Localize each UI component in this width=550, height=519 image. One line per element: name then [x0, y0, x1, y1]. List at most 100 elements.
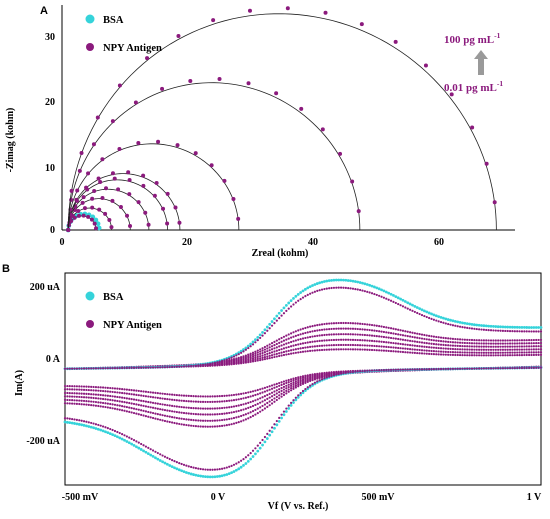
cv-point	[228, 423, 231, 426]
cv-point	[366, 334, 369, 337]
cv-point	[204, 468, 207, 471]
cv-point	[156, 418, 159, 421]
cv-point	[337, 343, 340, 347]
nyquist-point	[188, 78, 193, 83]
cv-point	[263, 407, 267, 410]
cv-point	[216, 419, 219, 422]
cv-point	[361, 328, 364, 331]
cv-point	[123, 405, 126, 408]
cv-point	[63, 395, 67, 398]
cv-point	[539, 341, 543, 345]
cv-point	[290, 349, 293, 352]
cv-point	[261, 351, 264, 355]
cv-point	[251, 351, 255, 354]
cv-point	[425, 368, 428, 371]
cv-point	[232, 416, 236, 420]
cv-point	[318, 349, 321, 352]
cv-point	[435, 367, 438, 371]
cv-point	[154, 407, 157, 410]
cv-point	[437, 336, 440, 339]
cv-point	[180, 462, 183, 466]
cv-point	[101, 386, 105, 389]
cv-point	[356, 348, 359, 351]
cv-point	[97, 393, 100, 396]
cv-point	[435, 339, 438, 342]
cv-point	[432, 335, 435, 338]
cv-point	[130, 393, 133, 396]
cv-point	[428, 349, 431, 352]
cv-point	[513, 339, 516, 342]
cv-point	[204, 395, 207, 398]
nyquist-point	[92, 221, 97, 226]
cv-point	[290, 305, 293, 308]
cv-point	[354, 287, 357, 291]
cv-point	[309, 330, 312, 333]
cv-point	[349, 327, 352, 330]
cv-point	[382, 340, 386, 344]
cv-point	[501, 339, 505, 342]
cv-point	[247, 412, 250, 415]
nyquist-point	[143, 210, 148, 215]
cv-point	[223, 394, 226, 397]
cv-point	[332, 327, 336, 330]
cv-point	[311, 324, 314, 328]
cv-point	[213, 468, 217, 471]
cv-point	[104, 386, 107, 389]
cv-point	[240, 362, 243, 365]
cv-point	[287, 349, 290, 352]
cv-point	[242, 408, 245, 411]
cv-point	[418, 345, 421, 348]
cv-point	[361, 370, 364, 373]
cv-point	[299, 375, 302, 378]
cv-point	[399, 338, 402, 341]
cv-npy-largest	[63, 286, 543, 471]
cv-point	[68, 402, 71, 405]
cv-point	[518, 345, 521, 348]
cv-point	[194, 413, 197, 416]
cv-point	[263, 328, 267, 332]
cv-point	[165, 462, 169, 466]
cv-point	[190, 412, 193, 415]
cv-point	[478, 345, 481, 348]
nyquist-point	[141, 183, 146, 188]
panel-letter-b: B	[2, 263, 10, 275]
cv-point	[171, 365, 174, 369]
cv-point	[187, 471, 191, 475]
panel-a: A 0 10 20 30 0 20 40 60 Zreal (kohm) -Zi…	[5, 5, 515, 259]
cv-point	[80, 419, 83, 422]
cv-point	[487, 339, 490, 342]
cv-point	[101, 367, 105, 370]
cv-point	[159, 413, 162, 416]
cv-point	[280, 389, 283, 392]
cv-point	[120, 437, 124, 441]
cv-point	[140, 442, 143, 446]
cv-point	[220, 424, 224, 427]
cv-point	[97, 389, 100, 392]
cv-point	[178, 394, 181, 397]
cv-point	[80, 367, 83, 370]
cv-point	[451, 319, 455, 323]
cv-point	[270, 384, 274, 387]
cv-point	[516, 366, 519, 370]
cv-point	[325, 348, 328, 351]
nyquist-point	[74, 197, 79, 202]
cv-point	[270, 320, 274, 323]
cv-point	[320, 323, 324, 326]
cv-point	[451, 347, 455, 351]
cv-point	[537, 330, 540, 333]
cv-point	[256, 449, 260, 453]
cv-point	[106, 367, 109, 370]
cv-point	[428, 334, 431, 337]
cv-point	[525, 330, 528, 333]
cv-point	[303, 287, 307, 291]
cv-point	[485, 339, 488, 342]
cv-point	[211, 400, 214, 403]
cv-point	[244, 418, 247, 421]
cv-point	[140, 409, 143, 412]
nyquist-point	[127, 178, 132, 183]
cv-point	[201, 407, 205, 410]
cv-point	[389, 346, 393, 349]
cv-point	[330, 286, 333, 290]
cv-point	[411, 335, 414, 339]
cv-point	[196, 474, 200, 478]
